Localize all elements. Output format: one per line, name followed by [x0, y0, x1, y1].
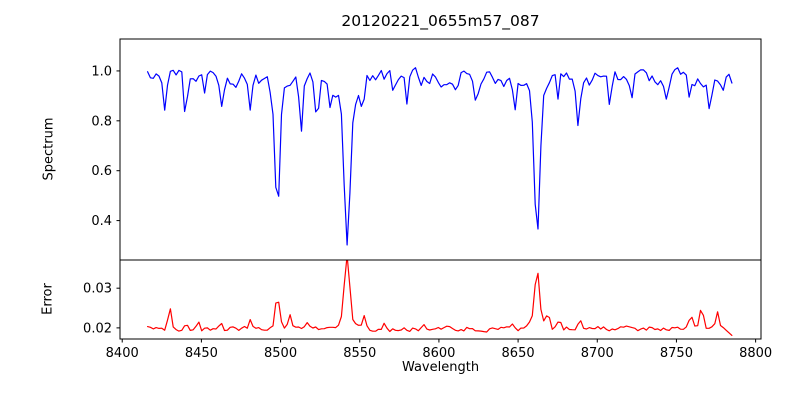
y-tick-label: 0.02: [83, 321, 112, 336]
x-tick-label: 8550: [343, 346, 376, 361]
error-axes-frame: [119, 259, 762, 340]
chart-title: 20120221_0655m57_087: [341, 12, 540, 30]
x-tick-label: 8450: [185, 346, 218, 361]
x-tick-label: 8650: [502, 346, 535, 361]
x-tick-label: 8800: [739, 346, 772, 361]
x-tick-label: 8500: [264, 346, 297, 361]
y-tick-label: 0.03: [83, 282, 112, 297]
y-tick-label: 0.8: [91, 114, 112, 129]
y-axis-label-error: Error: [40, 283, 56, 315]
spectrum-axes-frame: [119, 38, 762, 261]
x-axis-label: Wavelength: [401, 360, 480, 375]
x-tick-label: 8400: [106, 346, 139, 361]
y-tick-label: 0.6: [91, 164, 112, 179]
y-tick-label: 1.0: [91, 64, 112, 79]
x-tick-label: 8600: [422, 346, 455, 361]
spectrum-line: [147, 67, 733, 246]
x-tick-label: 8750: [660, 346, 693, 361]
y-axis-label-spectrum: Spectrum: [41, 117, 57, 181]
x-tick-label: 8700: [581, 346, 614, 361]
y-tick-label: 0.4: [91, 214, 112, 229]
error-line: [147, 260, 733, 336]
